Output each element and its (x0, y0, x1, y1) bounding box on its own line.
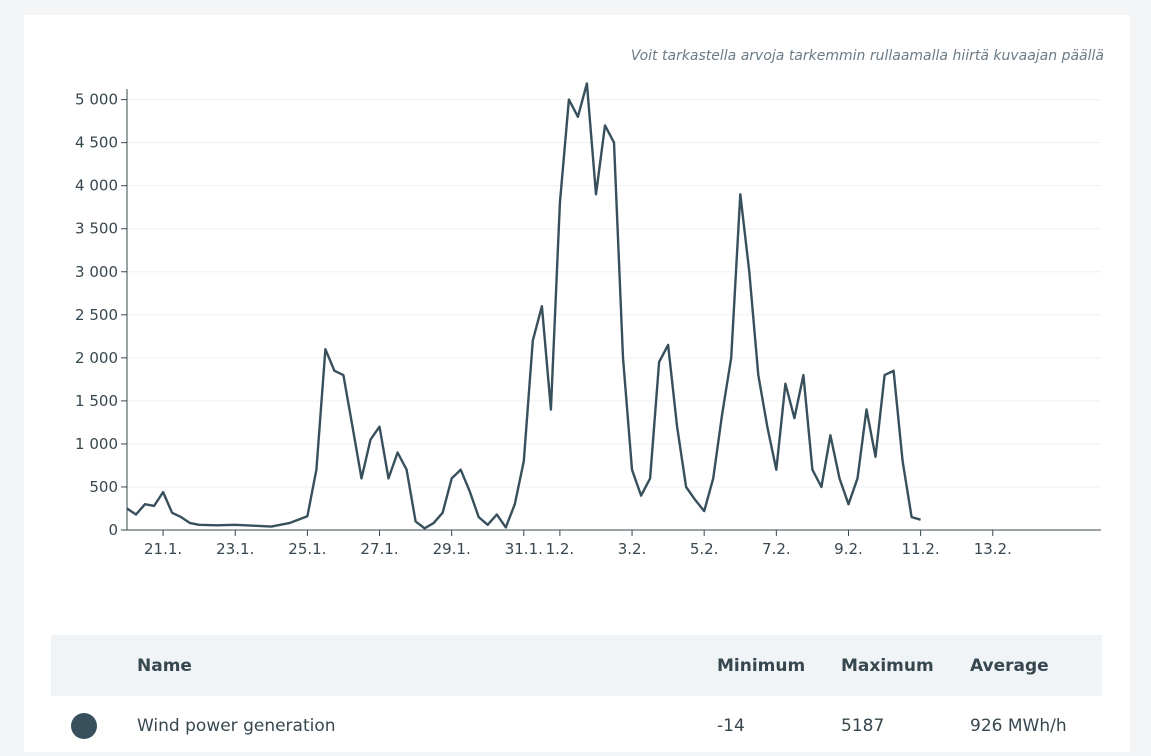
table-row: Wind power generation -14 5187 926 MWh/h (51, 696, 1102, 756)
x-tick-label: 29.1. (433, 540, 471, 558)
y-tick-label: 4 500 (75, 134, 118, 152)
x-tick-label: 9.2. (834, 540, 863, 558)
name-header: Name (137, 635, 717, 696)
series-line-wind-power (126, 82, 921, 530)
legend-header-cell (51, 635, 137, 696)
x-tick-label: 1.2. (546, 540, 575, 558)
legend-cell (51, 696, 137, 756)
x-tick-label: 27.1. (360, 540, 398, 558)
maximum-value: 5187 (841, 716, 885, 736)
x-tick-label: 5.2. (690, 540, 719, 558)
series-color-dot[interactable] (71, 713, 97, 739)
summary-table: Name Minimum Maximum Average Wind power … (51, 635, 1102, 756)
y-tick-label: 4 000 (75, 177, 118, 195)
x-tick-label: 25.1. (288, 540, 326, 558)
x-tick-label: 7.2. (762, 540, 791, 558)
y-tick-label: 1 000 (75, 435, 118, 453)
minimum-header: Minimum (717, 635, 841, 696)
minimum-value: -14 (717, 716, 745, 736)
y-axis: 0 500 1 000 1 500 2 000 2 500 3 000 3 500 4 000 4… (75, 89, 128, 539)
x-tick-label: 23.1. (216, 540, 254, 558)
y-tick-label: 500 (89, 478, 118, 496)
summary-header-row: Name Minimum Maximum Average (51, 635, 1102, 696)
x-tick-label: 3.2. (618, 540, 647, 558)
y-tick-label: 3 500 (75, 220, 118, 238)
x-tick-label: 11.2. (902, 540, 940, 558)
y-tick-label: 3 000 (75, 263, 118, 281)
chart-hint: Voit tarkastella arvoja tarkemmin rullaa… (630, 48, 1104, 64)
y-tick-label: 2 500 (75, 306, 118, 324)
y-tick-label: 5 000 (75, 91, 118, 109)
x-tick-label: 31.1. (505, 540, 543, 558)
x-tick-label: 21.1. (144, 540, 182, 558)
wind-power-chart[interactable]: 0 500 1 000 1 500 2 000 2 500 3 000 3 500 4 000 4… (24, 15, 1130, 595)
chart-card: Voit tarkastella arvoja tarkemmin rullaa… (24, 15, 1130, 752)
y-tick-label: 2 000 (75, 349, 118, 367)
x-tick-label: 13.2. (974, 540, 1012, 558)
average-value: 926 MWh/h (970, 716, 1067, 736)
series-name: Wind power generation (137, 716, 336, 736)
y-tick-label: 1 500 (75, 392, 118, 410)
x-axis: 21.1. 23.1. 25.1. 27.1. 29.1. 31.1. 1.2. 3.2. 5.… (127, 529, 1101, 558)
maximum-header: Maximum (841, 635, 970, 696)
y-tick-label: 0 (108, 521, 118, 539)
average-header: Average (970, 635, 1102, 696)
